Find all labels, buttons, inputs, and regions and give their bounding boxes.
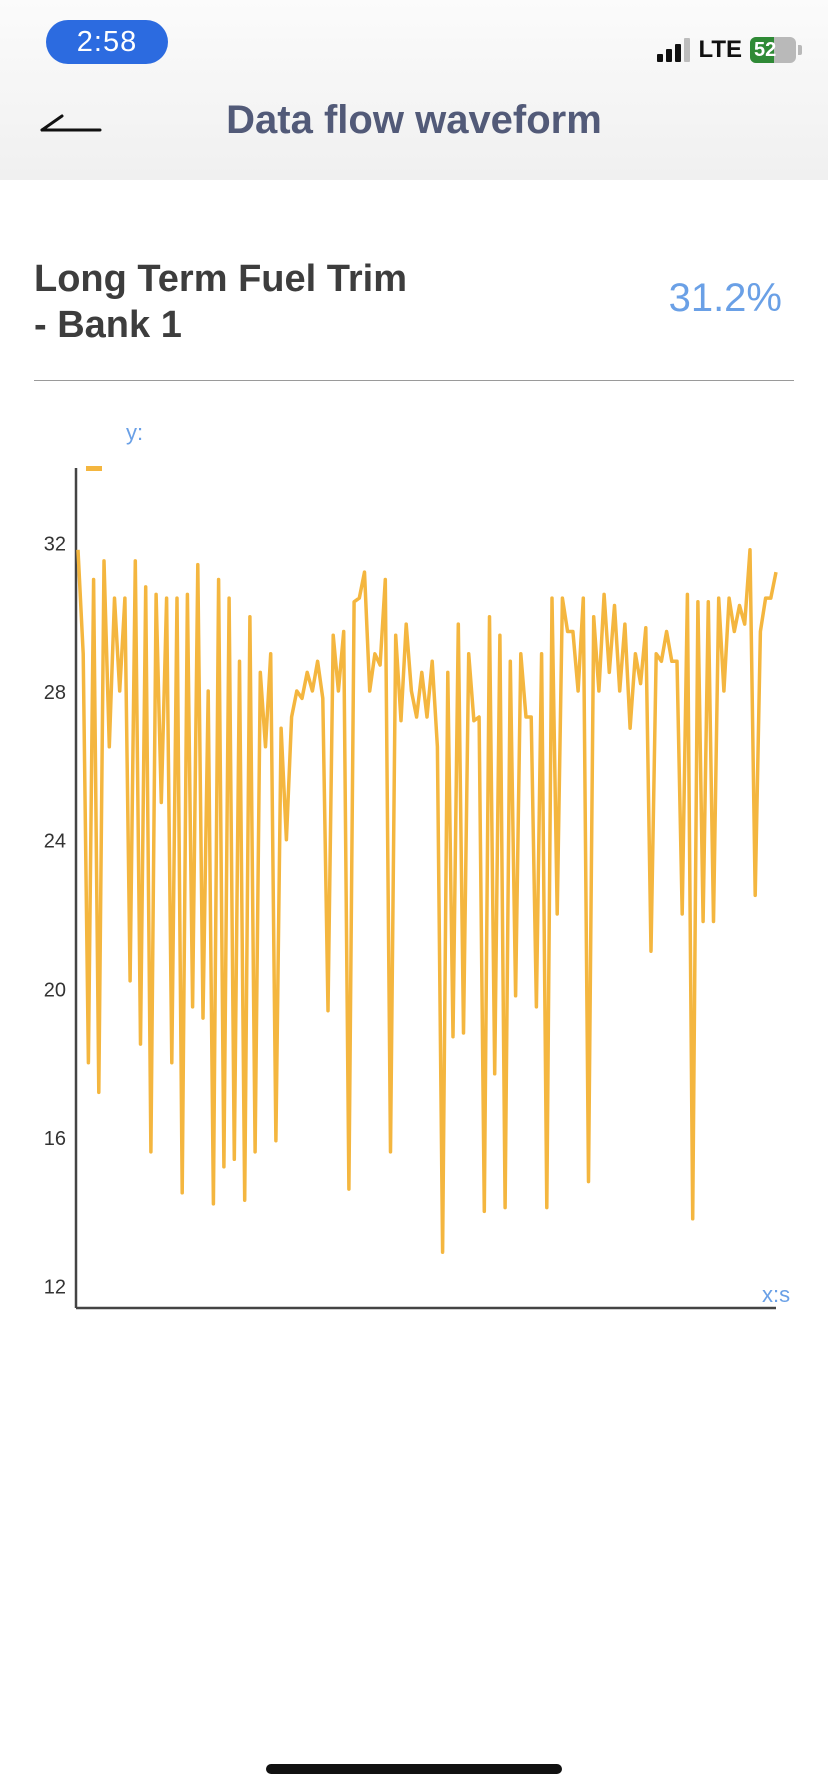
signal-icon <box>657 38 691 62</box>
signal-bar <box>675 44 682 62</box>
page-title: Data flow waveform <box>226 98 602 142</box>
status-time: 2:58 <box>46 20 168 64</box>
signal-bar <box>684 38 691 62</box>
y-axis-label: y: <box>126 420 143 445</box>
y-tick-label: 24 <box>44 831 66 853</box>
battery-cap <box>798 45 802 55</box>
network-type: LTE <box>698 36 742 63</box>
divider <box>34 380 794 381</box>
battery-level: 52 <box>754 39 777 61</box>
battery-fill <box>750 37 774 63</box>
battery-icon: 52 <box>750 37 796 63</box>
metric-value: 31.2% <box>668 276 782 320</box>
signal-bar <box>657 54 664 62</box>
y-tick-label: 20 <box>44 979 66 1001</box>
y-tick-label: 28 <box>44 682 66 704</box>
y-tick-label: 32 <box>44 533 66 555</box>
x-axis-label: x:s <box>762 1282 790 1307</box>
back-arrow-icon <box>40 114 102 132</box>
metric-name-line1: Long Term Fuel Trim <box>34 258 407 300</box>
status-indicators: LTE 52 <box>657 34 802 66</box>
signal-bar <box>666 49 673 62</box>
y-tick-label: 16 <box>44 1128 66 1150</box>
home-indicator[interactable] <box>266 1764 562 1774</box>
back-button[interactable] <box>36 104 106 144</box>
metric-name: Long Term Fuel Trim - Bank 1 <box>34 256 474 348</box>
header-bar: 2:58 LTE 52 Data flow waveform <box>0 0 828 180</box>
waveform-chart[interactable]: y: x:s 12 16 20 24 28 32 <box>0 400 828 1340</box>
axis-top-marker <box>86 466 102 471</box>
y-tick-label: 12 <box>44 1277 66 1299</box>
metric-name-line2: - Bank 1 <box>34 304 182 346</box>
waveform-series-line <box>76 548 778 1254</box>
